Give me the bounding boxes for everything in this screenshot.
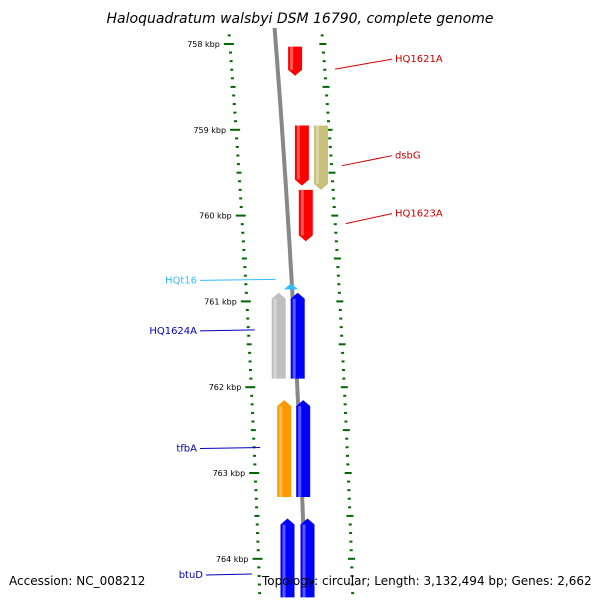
gene-arrow	[296, 400, 311, 497]
gene-arrow-shade	[290, 46, 294, 70]
gene-arrow	[271, 292, 286, 379]
accession-text: Accession: NC_008212	[9, 574, 146, 588]
gene-arrow	[298, 189, 313, 242]
feature-labels: HQ1621A dsbG HQ1623A HQt16 HQ1624A tfbA btuD	[149, 54, 443, 581]
tick-label: 764 kbp	[216, 555, 249, 564]
tick-label: 762 kbp	[209, 383, 242, 392]
gene-arrow-shade	[296, 125, 300, 180]
gene-feature	[298, 189, 313, 242]
gene-label: HQ1624A	[149, 326, 197, 337]
gene-feature	[284, 283, 298, 290]
tick-label: 759 kbp	[193, 126, 226, 135]
gene-feature	[294, 125, 309, 186]
tick-label: 763 kbp	[213, 469, 246, 478]
gene-arrow-shade	[292, 298, 296, 379]
gene-label: btuD	[179, 570, 204, 581]
gene-arrow-shade	[279, 406, 283, 498]
gene-label: dsbG	[395, 151, 421, 162]
label-leader	[199, 278, 276, 281]
gene-arrow	[284, 283, 298, 290]
label-leader	[205, 573, 253, 576]
gene-arrow	[300, 518, 315, 598]
label-leader	[345, 213, 393, 225]
gene-arrow	[314, 125, 328, 190]
gene-arrow	[294, 125, 309, 186]
gene-arrow-shade	[273, 298, 277, 379]
scale-ticks: 758 kbp 759 kbp 760 kbp 761 kbp 762 kbp 763 k…	[187, 34, 356, 595]
label-leader	[199, 447, 261, 450]
genome-summary-text: Topology: circular; Length: 3,132,494 bp…	[262, 574, 592, 588]
gene-feature	[300, 518, 315, 598]
gene-feature	[271, 292, 286, 379]
gene-arrow	[280, 518, 295, 598]
gene-feature	[296, 400, 311, 498]
feature-track	[271, 46, 328, 598]
gene-label: HQt16	[165, 275, 197, 286]
tick-label: 758 kbp	[187, 40, 220, 49]
gene-feature	[280, 518, 295, 598]
gene-arrow	[277, 400, 292, 497]
gene-arrow-shade	[316, 125, 319, 184]
gene-arrow-shade	[298, 406, 302, 498]
gene-label: tfbA	[176, 444, 197, 455]
tick-label: 760 kbp	[199, 212, 232, 221]
label-leader	[341, 155, 393, 167]
gene-feature	[290, 292, 305, 379]
tick-label: 761 kbp	[204, 297, 237, 306]
label-leader	[335, 58, 393, 70]
gene-feature	[288, 46, 303, 76]
gene-arrow	[290, 292, 305, 379]
gene-feature	[277, 400, 292, 498]
gene-arrow	[288, 46, 303, 76]
gene-arrow-shade	[300, 189, 304, 236]
gene-feature	[314, 125, 328, 190]
label-leader	[199, 329, 255, 332]
gene-label: HQ1621A	[395, 54, 443, 65]
gene-arrow-shade	[282, 524, 286, 598]
gene-label: HQ1623A	[395, 209, 443, 220]
gene-arrow-shade	[302, 524, 306, 598]
map-title: Haloquadratum walsbyi DSM 16790, complet…	[107, 11, 494, 27]
